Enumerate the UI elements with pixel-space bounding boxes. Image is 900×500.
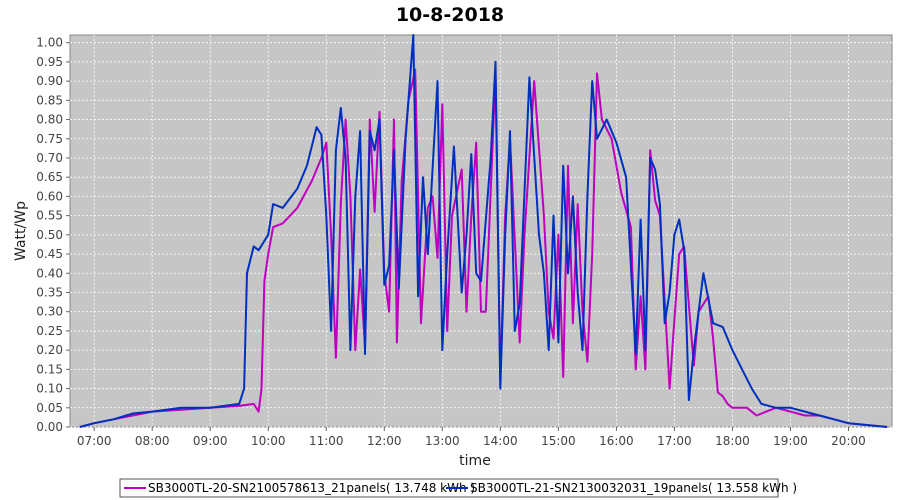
x-tick-label: 12:00 xyxy=(367,434,402,448)
x-tick-label: 10:00 xyxy=(251,434,286,448)
y-tick-label: 0.20 xyxy=(36,343,63,357)
y-tick-label: 0.60 xyxy=(36,189,63,203)
x-tick-label: 14:00 xyxy=(483,434,518,448)
y-tick-label: 0.90 xyxy=(36,74,63,88)
x-tick-label: 20:00 xyxy=(831,434,866,448)
x-tick-label: 17:00 xyxy=(657,434,692,448)
legend: SB3000TL-20-SN2100578613_21panels( 13.74… xyxy=(119,478,797,498)
y-tick-label: 0.40 xyxy=(36,266,63,280)
x-tick-label: 18:00 xyxy=(715,434,750,448)
y-axis-label: Watt/Wp xyxy=(13,201,29,261)
y-tick-label: 0.45 xyxy=(36,247,63,261)
x-tick-label: 16:00 xyxy=(599,434,634,448)
plot-area xyxy=(69,34,893,428)
y-tick-label: 0.35 xyxy=(36,285,63,299)
grid-lines xyxy=(70,35,892,428)
chart-title: 10-8-2018 xyxy=(396,4,504,26)
x-tick-label: 19:00 xyxy=(773,434,808,448)
y-tick-label: 0.65 xyxy=(36,170,63,184)
x-axis-label: time xyxy=(459,453,491,469)
series-line-2 xyxy=(79,34,888,428)
y-tick-label: 0.25 xyxy=(36,324,63,338)
y-tick-label: 0.15 xyxy=(36,362,63,376)
y-tick-label: 0.70 xyxy=(36,151,63,165)
y-tick-label: 0.30 xyxy=(36,305,63,319)
y-axis: 0.00 0.05 0.10 0.15 0.20 0.25 0.30 0.35 0.40 0.45… xyxy=(36,36,70,434)
legend-label-series-2: SB3000TL-21-SN2130032031_19panels( 13.55… xyxy=(470,481,797,495)
y-tick-label: 0.80 xyxy=(36,113,63,127)
y-tick-label: 0.95 xyxy=(36,55,63,69)
x-tick-label: 08:00 xyxy=(135,434,170,448)
y-tick-label: 0.85 xyxy=(36,93,63,107)
x-tick-label: 13:00 xyxy=(425,434,460,448)
series-layer xyxy=(79,34,888,428)
x-tick-label: 09:00 xyxy=(193,434,228,448)
x-tick-label: 11:00 xyxy=(309,434,344,448)
y-tick-label: 1.00 xyxy=(36,36,63,50)
y-tick-label: 0.05 xyxy=(36,401,63,415)
x-tick-label: 07:00 xyxy=(77,434,112,448)
y-tick-label: 0.00 xyxy=(36,420,63,434)
legend-label-series-1: SB3000TL-20-SN2100578613_21panels( 13.74… xyxy=(148,481,475,495)
y-tick-label: 0.10 xyxy=(36,382,63,396)
y-tick-label: 0.50 xyxy=(36,228,63,242)
y-tick-label: 0.75 xyxy=(36,132,63,146)
y-tick-label: 0.55 xyxy=(36,209,63,223)
x-tick-label: 15:00 xyxy=(541,434,576,448)
x-axis: 07:00 08:00 09:00 10:00 11:00 12:00 13:00 14:00… xyxy=(77,427,866,448)
